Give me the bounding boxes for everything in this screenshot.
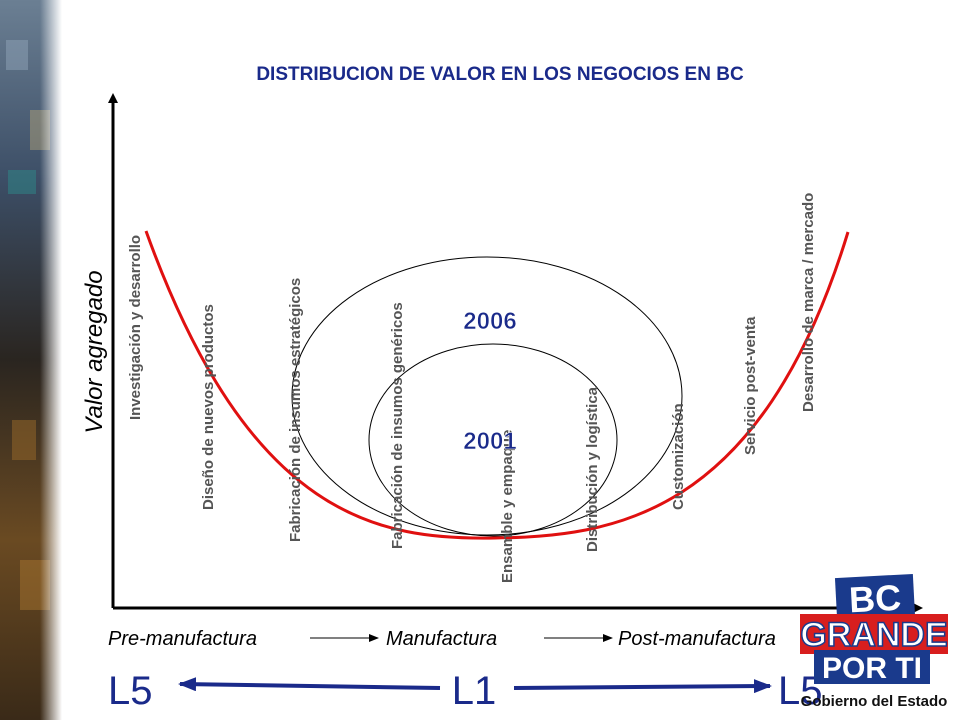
stage-label: Customización: [670, 403, 687, 510]
stage-label: Distribución y logística: [584, 386, 601, 552]
logo-line-1: BC: [848, 577, 902, 621]
stage-labels: Investigación y desarrollo Diseño de nue…: [127, 193, 817, 583]
decorative-photo-strip: [0, 0, 62, 720]
stage-label: Fabricación de insumos genéricos: [389, 302, 406, 549]
stage-label: Investigación y desarrollo: [127, 235, 144, 420]
stage-label: Fabricación de insumos estratégicos: [287, 278, 304, 542]
year-label-2006: 2006: [463, 308, 516, 335]
value-curve: [144, 230, 850, 540]
stage-label: Diseño de nuevos productos: [200, 304, 217, 510]
level-arrow-right: [513, 679, 772, 694]
ellipse-2001: [368, 343, 618, 537]
y-axis-label: Valor agregado: [81, 270, 108, 433]
logo-line-4: Gobierno del Estado: [801, 693, 948, 710]
year-label-2001: 2001: [463, 428, 516, 455]
logo-line-2: GRANDE: [800, 616, 947, 654]
phase-label-pre: Pre-manufactura: [108, 628, 257, 650]
stage-label: Servicio post-venta: [742, 316, 759, 455]
phase-label-mid: Manufactura: [386, 628, 497, 650]
level-label-left: L5: [108, 669, 153, 713]
slide-title: DISTRIBUCION DE VALOR EN LOS NEGOCIOS EN…: [256, 64, 744, 85]
level-arrow-left: [178, 677, 441, 692]
level-label-center: L1: [452, 669, 497, 713]
bc-grande-por-ti-logo: BC GRANDE POR TI Gobierno del Estado: [800, 573, 948, 710]
stage-label: Ensamble y empaque: [499, 430, 516, 583]
stage-label: Desarrollo de marca / mercado: [800, 193, 817, 412]
ellipse-2006: [291, 256, 683, 536]
logo-line-3: POR TI: [822, 652, 922, 685]
phase-label-post: Post-manufactura: [618, 628, 776, 650]
